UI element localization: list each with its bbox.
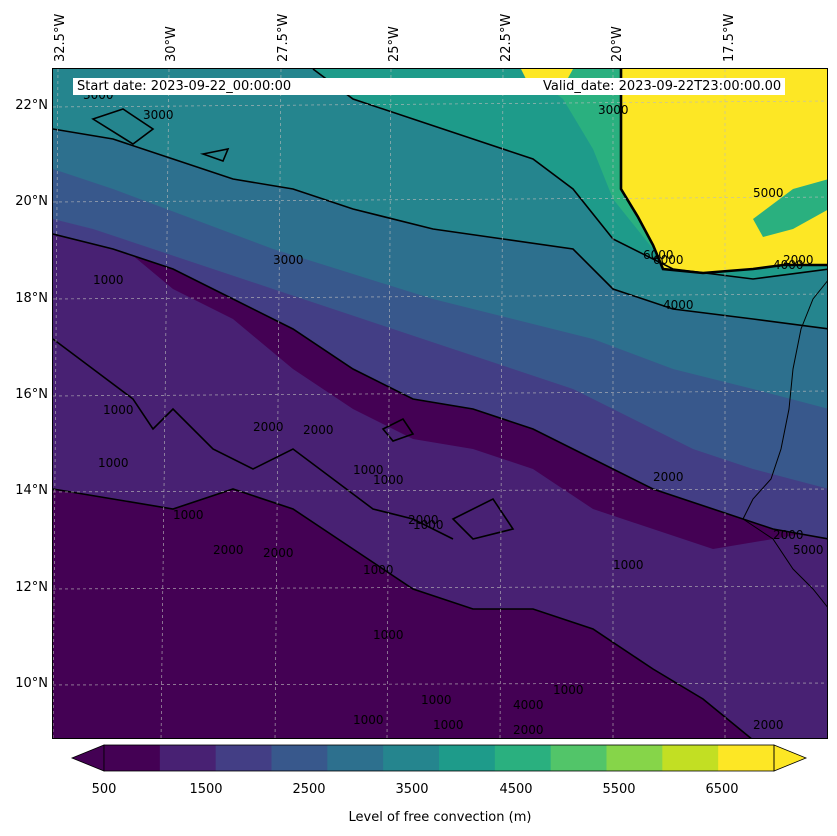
contour-3000 bbox=[53, 128, 827, 330]
contour-label: 1000 bbox=[93, 273, 124, 287]
colorbar-tick-label: 1500 bbox=[189, 782, 223, 797]
contour-label: 1000 bbox=[553, 683, 584, 697]
colorbar-label: Level of free convection (m) bbox=[348, 810, 532, 825]
contour-1000-b bbox=[53, 338, 454, 540]
colorbar-tick-label: 4500 bbox=[499, 782, 533, 797]
contour-2000 bbox=[53, 233, 827, 540]
contour-label: 3000 bbox=[273, 253, 304, 267]
contour-label: 1000 bbox=[353, 713, 384, 727]
contour-label: 2000 bbox=[773, 528, 804, 542]
contour-closed-d bbox=[451, 497, 515, 540]
contour-closed-c bbox=[381, 417, 415, 442]
contour-label: 2000 bbox=[303, 423, 334, 437]
contour-lines bbox=[53, 69, 827, 738]
contour-label: 2000 bbox=[213, 543, 244, 557]
colorbar-segment bbox=[271, 745, 328, 771]
colorbar-tick-label: 2500 bbox=[292, 782, 326, 797]
contour-3500 bbox=[312, 69, 827, 280]
contour-label: 2000 bbox=[408, 513, 439, 527]
contour-label: 5000 bbox=[753, 186, 784, 200]
colorbar-segment bbox=[104, 745, 161, 771]
colorbar-segment bbox=[718, 745, 775, 771]
lat-label-14n: 14°N bbox=[15, 483, 48, 498]
colorbar-segment bbox=[662, 745, 719, 771]
lat-label-16n: 16°N bbox=[15, 387, 48, 402]
colorbar-extend-over bbox=[773, 744, 808, 772]
contour-label: 4000 bbox=[513, 698, 544, 712]
colorbar-tick-label: 3500 bbox=[395, 782, 429, 797]
colorbar-segment bbox=[159, 745, 217, 771]
contour-label: 4000 bbox=[773, 258, 804, 272]
colorbar-tick-label: 6500 bbox=[705, 782, 739, 797]
colorbar-segment bbox=[550, 745, 607, 771]
contour-label: 2000 bbox=[653, 470, 684, 484]
colorbar-tick-label: 5500 bbox=[602, 782, 636, 797]
contour-label: 3000 bbox=[143, 108, 174, 122]
contour-label: 1000 bbox=[613, 558, 644, 572]
lon-label-22-5w: 22.5°W bbox=[499, 13, 514, 62]
colorbar-segment bbox=[494, 745, 552, 771]
contour-label: 2000 bbox=[753, 718, 784, 732]
start-date-text: Start date: 2023-09-22_00:00:00 bbox=[77, 79, 292, 94]
contour-closed-b bbox=[199, 147, 230, 163]
colorbar-extend-under bbox=[70, 744, 105, 772]
contour-label: 6000 bbox=[643, 248, 674, 262]
contour-label: 1000 bbox=[373, 628, 404, 642]
coastline bbox=[742, 280, 827, 608]
contour-label: 1000 bbox=[103, 403, 134, 417]
lat-label-12n: 12°N bbox=[15, 580, 48, 595]
contour-1000 bbox=[53, 488, 752, 738]
fill-band-1000 bbox=[53, 219, 827, 738]
contour-label: 2000 bbox=[783, 253, 814, 267]
contour-label: 2000 bbox=[263, 546, 294, 560]
lon-label-32-5w: 32.5°W bbox=[53, 13, 68, 62]
lon-label-25w: 25°W bbox=[387, 26, 402, 62]
lat-label-18n: 18°N bbox=[15, 291, 48, 306]
contour-6000 bbox=[619, 69, 827, 275]
lon-label-30w: 30°W bbox=[164, 26, 179, 62]
contour-label: 1000 bbox=[413, 518, 444, 532]
valid-date-text: Valid_date: 2023-09-22T23:00:00.00 bbox=[543, 79, 782, 94]
contour-label: 1000 bbox=[353, 463, 384, 477]
lat-label-20n: 20°N bbox=[15, 194, 48, 209]
lon-label-27-5w: 27.5°W bbox=[276, 13, 291, 62]
colorbar-segment bbox=[383, 745, 440, 771]
lat-label-22n: 22°N bbox=[15, 98, 48, 113]
contour-label: 1000 bbox=[421, 693, 452, 707]
contour-label: 3000 bbox=[598, 103, 629, 117]
graticule bbox=[53, 69, 827, 738]
contour-closed-a bbox=[91, 108, 155, 145]
contour-label: 2000 bbox=[513, 723, 544, 737]
contour-label: 2000 bbox=[253, 420, 284, 434]
contour-label: 1000 bbox=[98, 456, 129, 470]
contour-label: 1000 bbox=[173, 508, 204, 522]
colorbar-segment bbox=[327, 745, 384, 771]
fill-island bbox=[753, 179, 827, 237]
colorbar-tick-label: 500 bbox=[91, 782, 117, 797]
colorbar-segment bbox=[439, 745, 496, 771]
contour-label: 5000 bbox=[793, 543, 824, 557]
map-area: 3000 3000 3000 1000 1000 1000 1000 2000 2000 1000… bbox=[52, 68, 828, 739]
colorbar-segment bbox=[606, 745, 663, 771]
colorbar bbox=[70, 744, 808, 772]
contour-label: 4000 bbox=[663, 298, 694, 312]
colorbar-frame bbox=[103, 744, 775, 772]
contour-label: 1000 bbox=[363, 563, 394, 577]
lon-label-20w: 20°W bbox=[610, 26, 625, 62]
contour-label: 6000 bbox=[653, 253, 684, 267]
lat-label-10n: 10°N bbox=[15, 676, 48, 691]
contour-label: 1000 bbox=[373, 473, 404, 487]
contour-label: 1000 bbox=[433, 718, 464, 732]
start-date-box: Start date: 2023-09-22_00:00:00 bbox=[73, 78, 541, 95]
lon-label-17-5w: 17.5°W bbox=[722, 13, 737, 62]
valid-date-box: Valid_date: 2023-09-22T23:00:00.00 bbox=[539, 78, 786, 95]
colorbar-segment bbox=[215, 745, 272, 771]
